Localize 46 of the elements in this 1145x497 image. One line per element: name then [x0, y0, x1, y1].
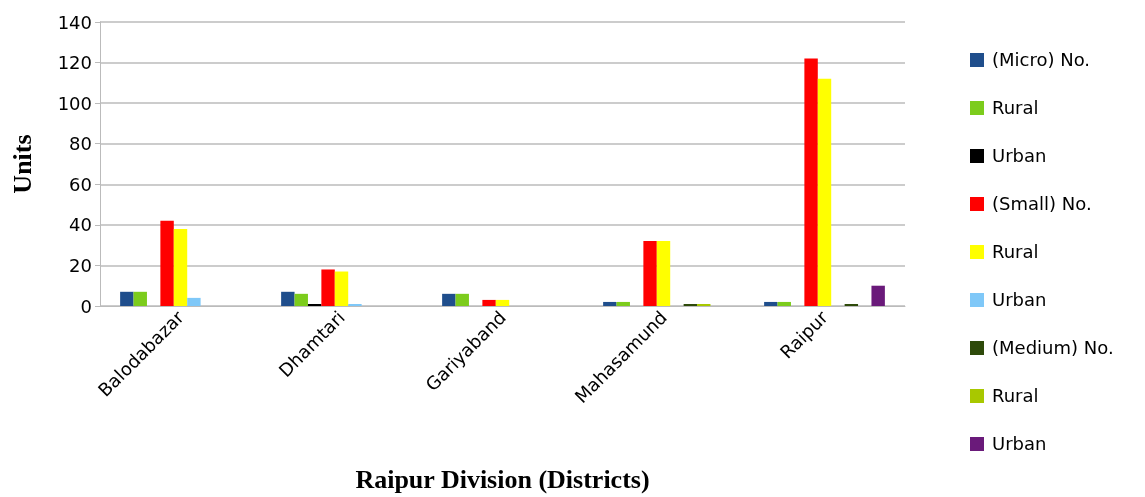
y-tick-label: 140 [57, 11, 92, 33]
legend-label: Urban [992, 288, 1047, 310]
legend-label: Urban [992, 144, 1047, 166]
bar [321, 269, 335, 306]
bar [683, 303, 698, 306]
bar [616, 301, 630, 306]
bar [294, 293, 308, 306]
bar [777, 301, 791, 306]
y-axis-title: Units [7, 134, 37, 194]
bar [871, 285, 885, 306]
bar [804, 58, 818, 306]
bar [495, 299, 510, 306]
bar [482, 299, 496, 306]
legend-label: Rural [992, 384, 1039, 406]
y-tick-label: 80 [69, 133, 92, 155]
y-tick-label: 100 [57, 92, 92, 114]
bar [307, 303, 322, 306]
legend-label: Rural [992, 96, 1039, 118]
x-axis-title: Raipur Division (Districts) [355, 464, 650, 494]
bar [764, 301, 778, 306]
y-tick-label: 120 [57, 52, 92, 74]
y-tick-label: 0 [80, 295, 92, 317]
y-tick-label: 60 [69, 173, 92, 195]
bar [643, 241, 657, 306]
bar [442, 293, 456, 306]
bar [348, 303, 362, 306]
bar [120, 291, 134, 306]
legend-label: (Small) No. [992, 192, 1092, 214]
bar [455, 293, 469, 306]
bar [160, 220, 174, 306]
bar [817, 78, 832, 306]
bar [334, 271, 349, 306]
bar [697, 303, 711, 306]
legend-label: Urban [992, 432, 1047, 454]
bar [603, 301, 617, 306]
legend-label: (Medium) No. [992, 336, 1114, 358]
bar [173, 228, 188, 306]
y-tick-label: 40 [69, 214, 92, 236]
bar [844, 303, 859, 306]
legend-label: (Micro) No. [992, 48, 1091, 70]
bar [281, 291, 295, 306]
bar [133, 291, 147, 306]
bar [187, 297, 201, 306]
legend-label: Rural [992, 240, 1039, 262]
bar [656, 241, 671, 306]
y-tick-label: 20 [69, 254, 92, 276]
